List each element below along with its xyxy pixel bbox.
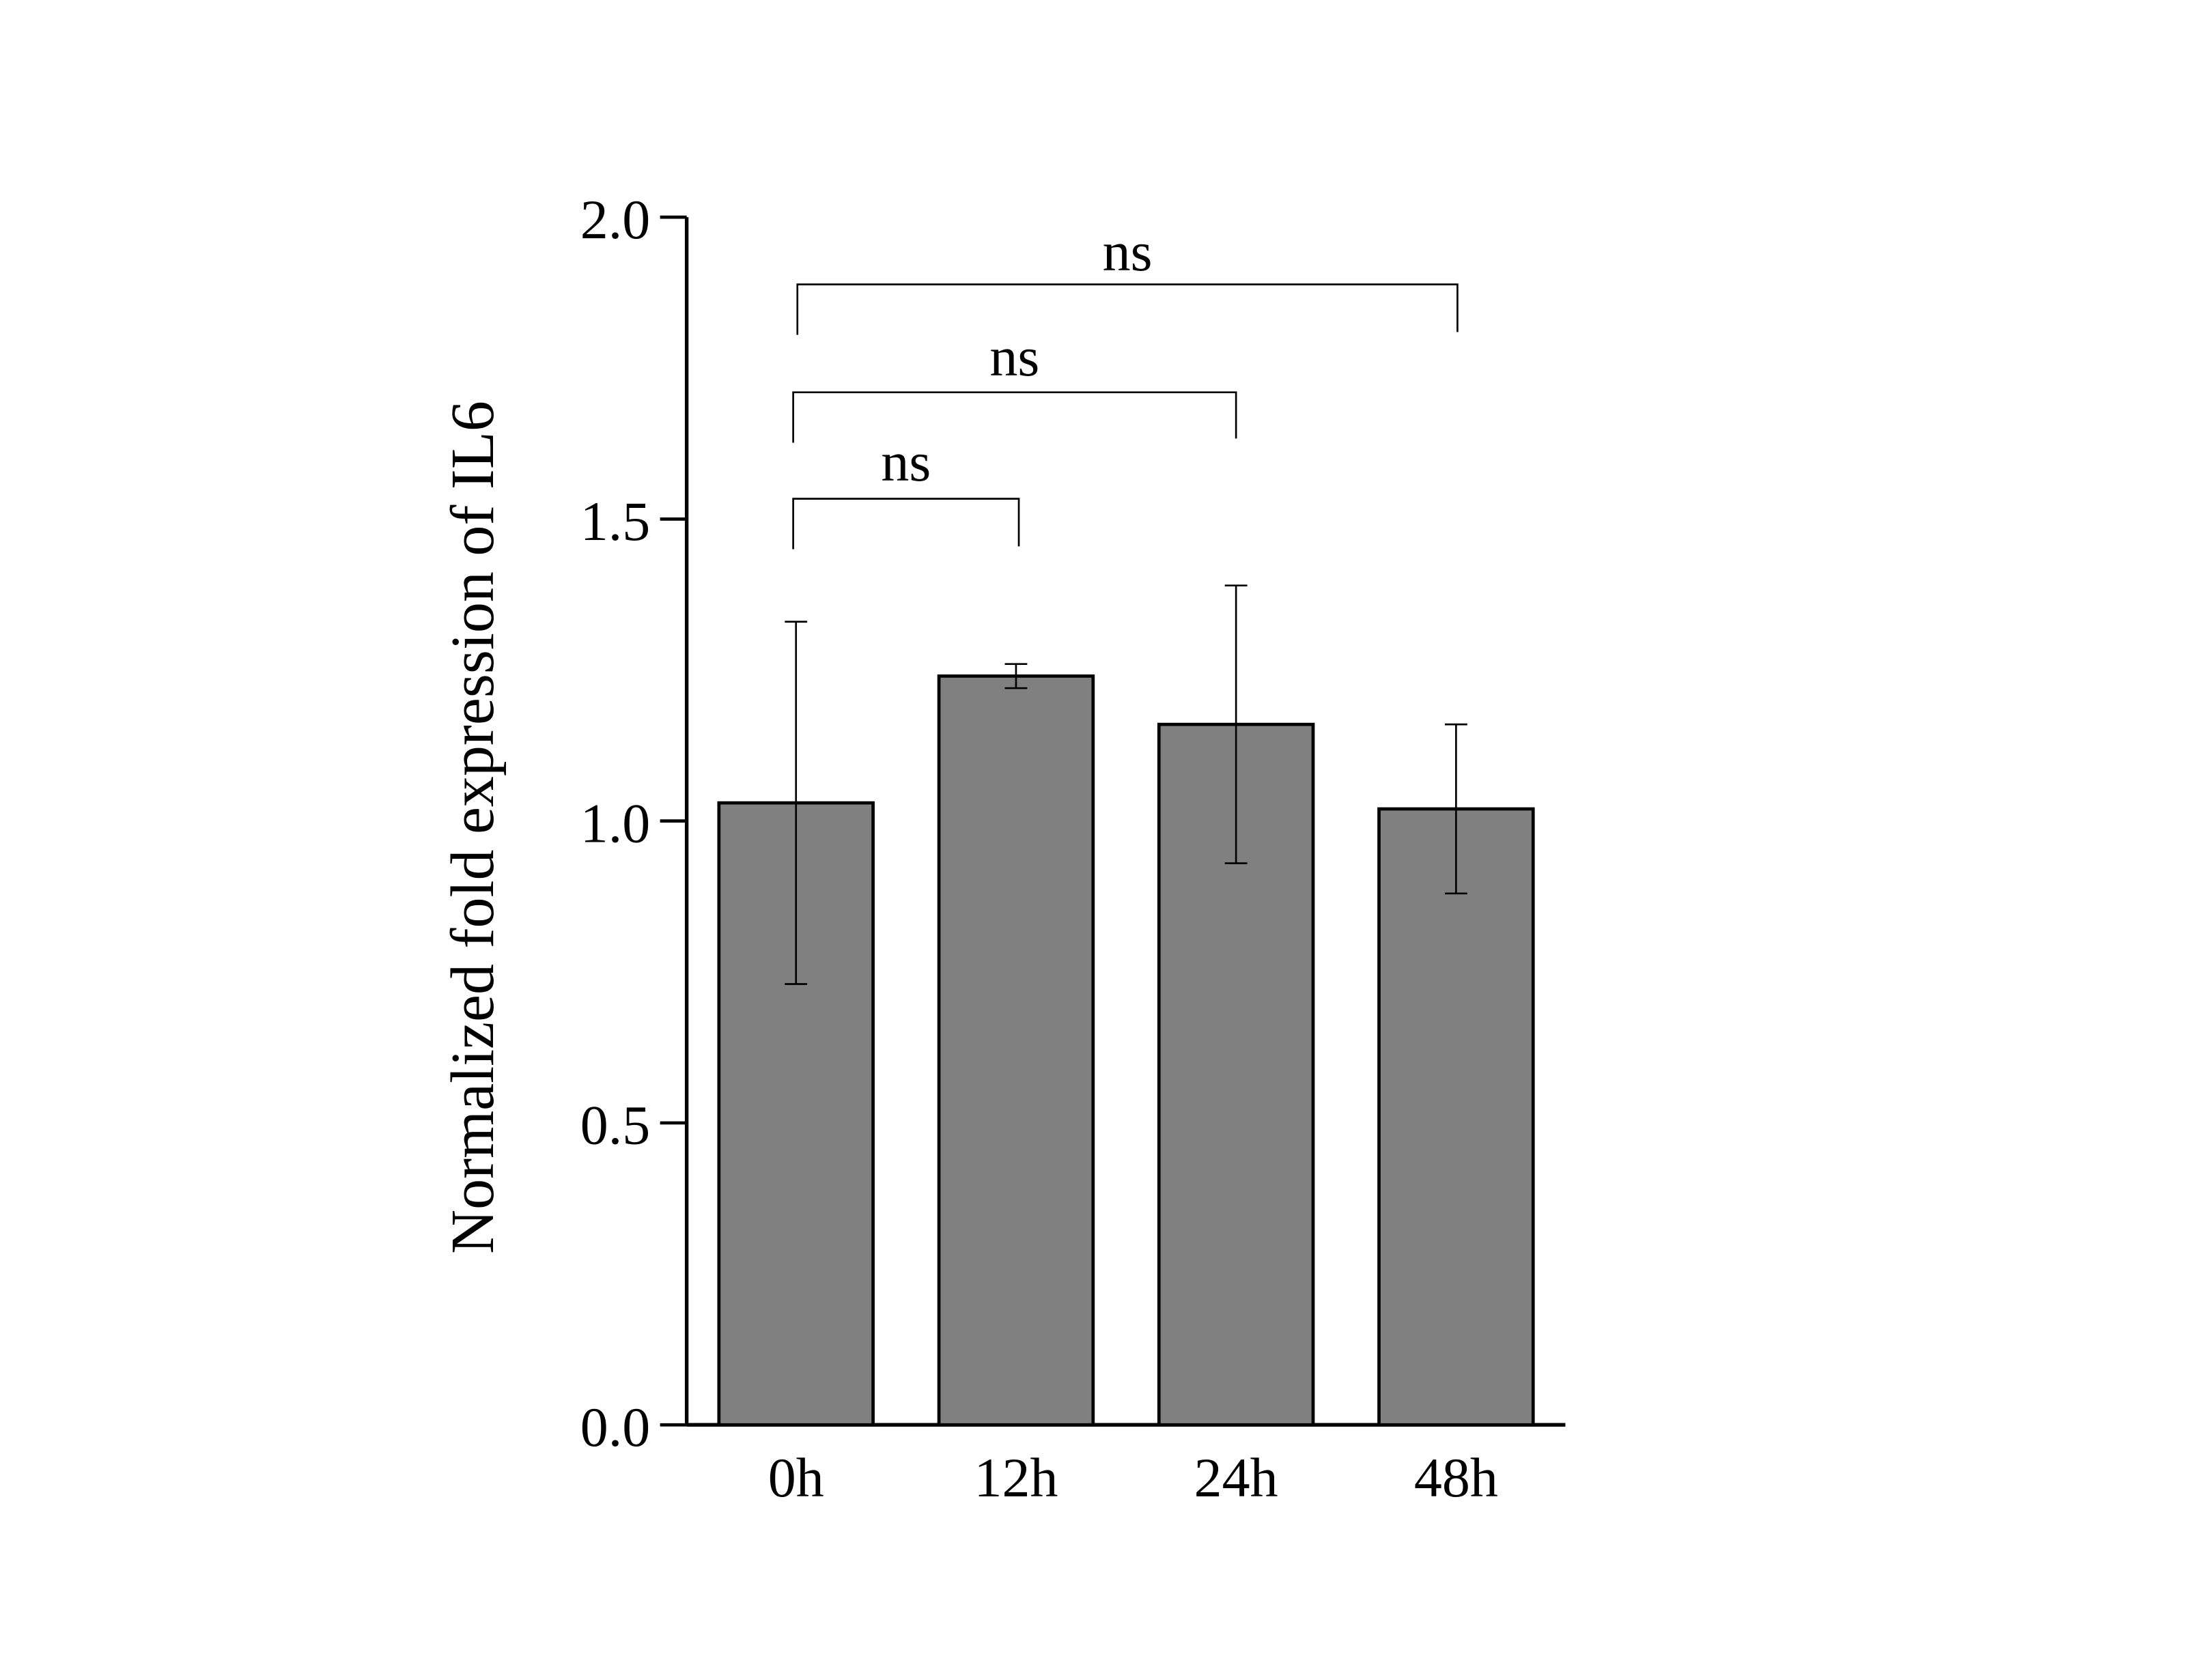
error-bars [785,584,1467,985]
error-bar-0h [785,621,808,985]
bracket-line [792,391,1237,443]
bracket-line [796,283,1459,335]
y-tick-label: 0.5 [580,1094,651,1156]
y-axis-title: Normalized fold expression of IL6 [439,401,507,1254]
x-tick-label: 24h [1194,1447,1278,1509]
y-tick-label: 2.0 [580,188,651,251]
significance-bracket: ns [792,431,1020,550]
x-tick-label: 48h [1414,1447,1498,1509]
bracket-line [792,498,1020,550]
error-bar-48h [1444,723,1467,895]
y-tick-labels: 0.0 0.5 1.0 1.5 2.0 [580,188,651,1458]
x-tick-label: 12h [974,1447,1058,1509]
significance-bracket: ns [792,326,1237,443]
error-bar-12h [1004,663,1028,689]
y-axis-title-group: Normalized fold expression of IL6 [439,401,507,1254]
bar-48h [1377,807,1535,1427]
x-tick-label: 0h [768,1447,824,1509]
significance-label: ns [989,326,1039,388]
bar-12h [937,674,1095,1427]
x-tick-labels: 0h 12h 24h 48h [768,1447,1498,1509]
significance-label: ns [881,431,931,493]
error-bar-24h [1224,584,1248,864]
y-tick-label: 1.0 [580,792,651,854]
y-tick-label: 0.0 [580,1396,651,1458]
significance-bracket: ns [796,220,1459,335]
y-tick-label: 1.5 [580,490,651,552]
bars [717,674,1535,1427]
significance-label: ns [1103,220,1153,283]
